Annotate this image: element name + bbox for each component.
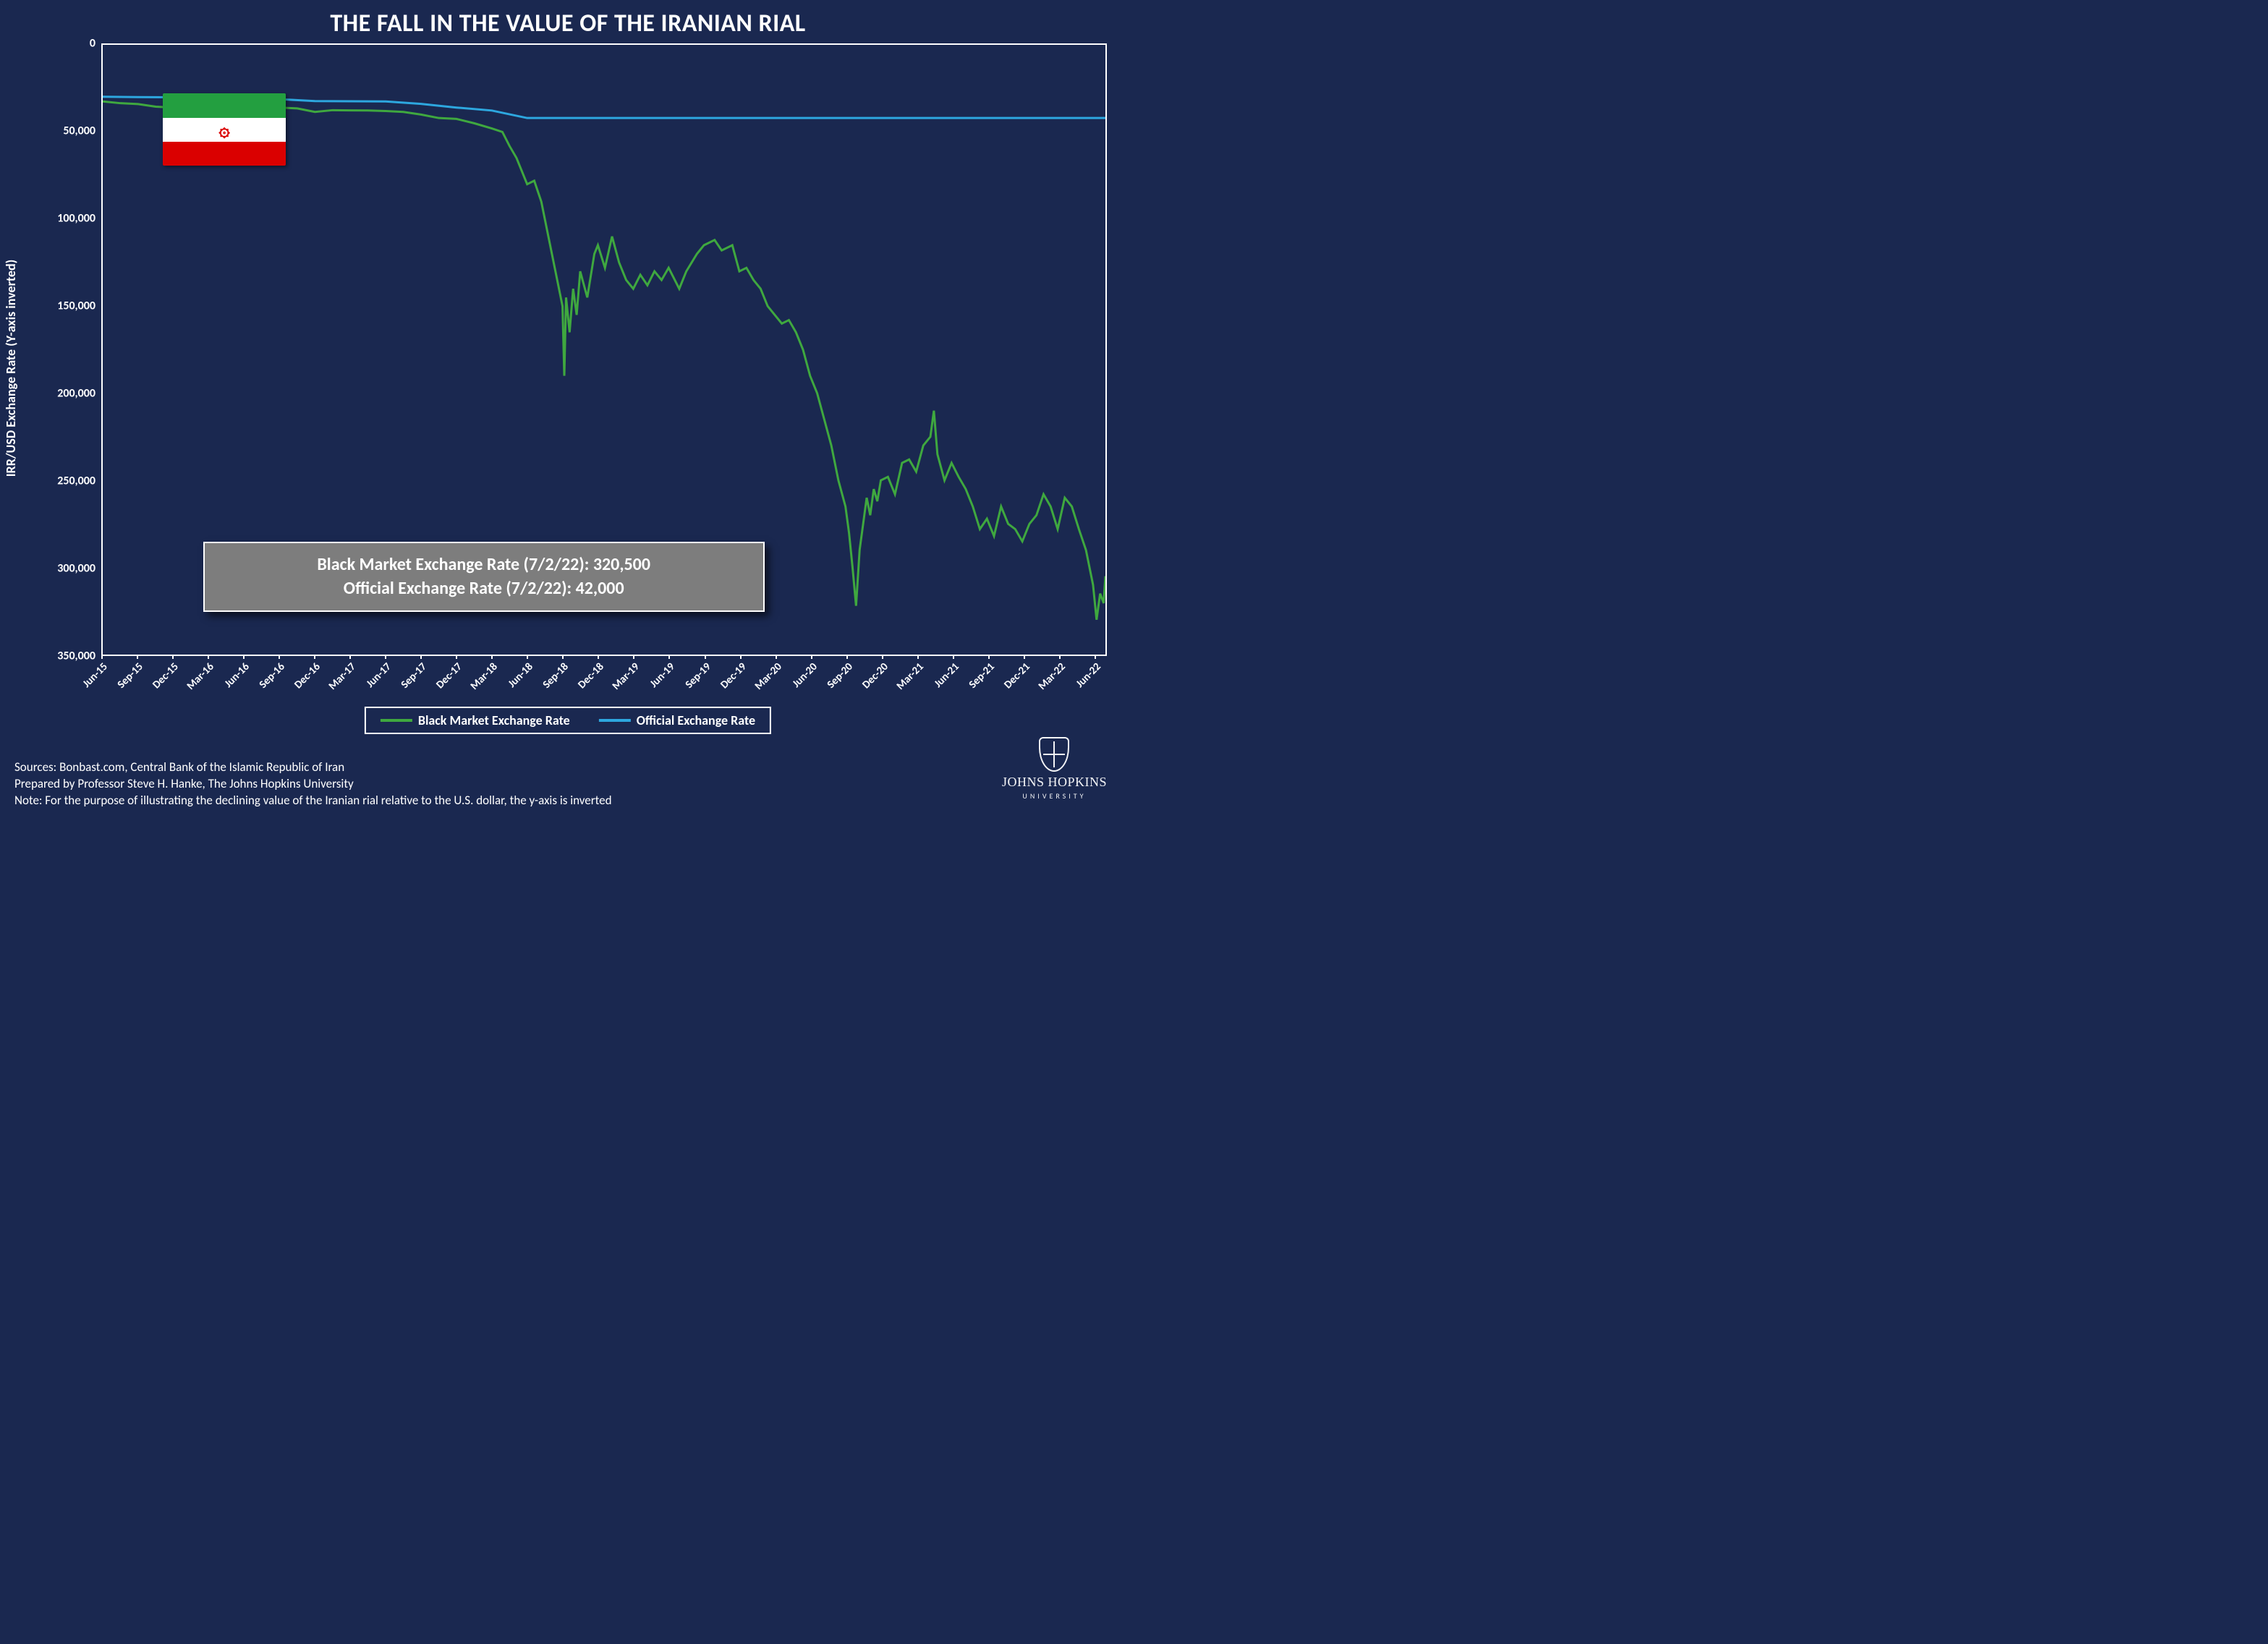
x-tick-label: Mar-22 (1036, 660, 1069, 693)
chart-title: THE FALL IN THE VALUE OF THE IRANIAN RIA… (0, 0, 1136, 38)
x-tick-label: Sep-16 (257, 660, 288, 691)
x-tick-label: Mar-20 (752, 660, 784, 693)
jhu-logo-text-2: UNIVERSITY (1002, 791, 1107, 801)
y-tick-label: 350,000 (57, 649, 95, 663)
x-tick-label: Jun-17 (364, 660, 394, 691)
y-tick-label: 250,000 (57, 474, 95, 488)
x-tick-label: Jun-19 (648, 660, 679, 691)
legend-swatch (599, 719, 631, 722)
x-tick-label: Jun-22 (1074, 660, 1104, 691)
x-tick-label: Jun-16 (222, 660, 252, 691)
x-tick-label: Sep-19 (682, 660, 713, 691)
legend-label: Official Exchange Rate (637, 712, 755, 728)
rate-callout: Black Market Exchange Rate (7/2/22): 320… (203, 542, 765, 612)
x-tick-label: Dec-20 (859, 660, 891, 691)
y-tick-label: 300,000 (57, 562, 95, 576)
x-tick-label: Mar-17 (326, 660, 359, 693)
x-tick-label: Sep-21 (967, 660, 998, 691)
x-tick-label: Dec-18 (576, 660, 607, 691)
y-tick-label: 100,000 (57, 212, 95, 226)
footer-prepared: Prepared by Professor Steve H. Hanke, Th… (14, 776, 612, 793)
footer-notes: Sources: Bonbast.com, Central Bank of th… (14, 759, 612, 809)
legend: Black Market Exchange Rate Official Excha… (365, 707, 771, 734)
footer-note: Note: For the purpose of illustrating th… (14, 793, 612, 809)
flag-stripe-green (163, 93, 286, 117)
x-tick-label: Mar-19 (610, 660, 642, 693)
x-tick-label: Jun-21 (932, 660, 962, 691)
x-tick-label: Mar-16 (184, 660, 217, 693)
callout-line-2: Official Exchange Rate (7/2/22): 42,000 (226, 577, 742, 600)
jhu-shield-icon (1039, 737, 1069, 772)
x-tick-label: Jun-18 (506, 660, 536, 691)
flag-stripe-red (163, 142, 286, 166)
x-tick-label: Mar-21 (894, 660, 927, 693)
legend-item: Black Market Exchange Rate (381, 712, 570, 728)
x-tick-label: Sep-17 (399, 660, 430, 691)
jhu-logo: JOHNS HOPKINS UNIVERSITY (1002, 737, 1107, 801)
x-tick-label: Dec-19 (718, 660, 749, 691)
legend-item: Official Exchange Rate (599, 712, 755, 728)
x-tick-label: Jun-20 (790, 660, 820, 691)
x-tick-label: Jun-15 (80, 660, 111, 691)
x-tick-label: Mar-18 (468, 660, 501, 693)
y-axis-ticks: 050,000100,000150,000200,000250,000300,0… (43, 43, 100, 656)
iran-flag-icon: ۞ (163, 93, 286, 166)
y-tick-label: 0 (90, 37, 95, 51)
x-axis-ticks: Jun-15Sep-15Dec-15Mar-16Jun-16Sep-16Dec-… (101, 656, 1107, 692)
flag-emblem-icon: ۞ (219, 118, 230, 141)
x-tick-label: Dec-15 (150, 660, 182, 691)
x-tick-label: Sep-15 (115, 660, 146, 691)
x-tick-label: Sep-18 (540, 660, 572, 691)
y-axis-label: IRR/USD Exchange Rate (Y-axis inverted) (3, 259, 19, 476)
x-tick-label: Dec-16 (292, 660, 323, 691)
jhu-logo-text-1: JOHNS HOPKINS (1002, 775, 1107, 790)
y-tick-label: 200,000 (57, 387, 95, 401)
x-tick-label: Sep-20 (825, 660, 856, 691)
callout-line-1: Black Market Exchange Rate (7/2/22): 320… (226, 553, 742, 576)
legend-swatch (381, 719, 412, 722)
y-tick-label: 50,000 (63, 124, 95, 138)
legend-label: Black Market Exchange Rate (418, 712, 570, 728)
x-tick-label: Dec-21 (1001, 660, 1032, 691)
y-tick-label: 150,000 (57, 299, 95, 313)
chart-area: IRR/USD Exchange Rate (Y-axis inverted) … (43, 43, 1107, 692)
plot-box: ۞ Black Market Exchange Rate (7/2/22): 3… (101, 43, 1107, 656)
footer-sources: Sources: Bonbast.com, Central Bank of th… (14, 759, 612, 776)
x-tick-label: Dec-17 (434, 660, 465, 691)
